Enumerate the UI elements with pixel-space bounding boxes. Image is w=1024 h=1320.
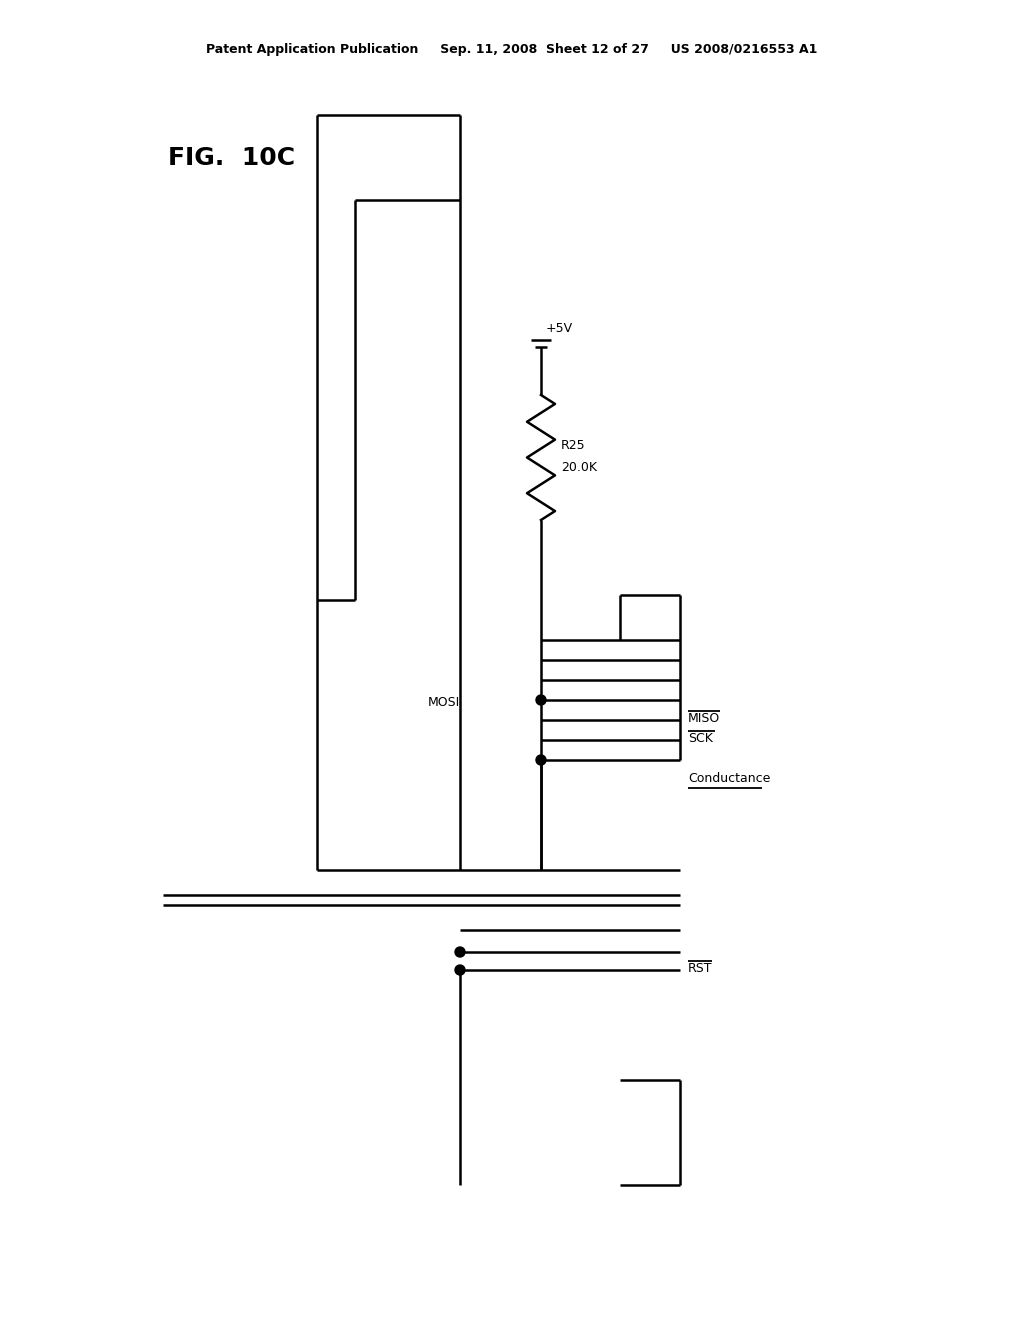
Circle shape: [455, 946, 465, 957]
Text: Conductance: Conductance: [688, 771, 770, 784]
Text: RST: RST: [688, 961, 713, 974]
Text: 20.0K: 20.0K: [561, 461, 597, 474]
Circle shape: [536, 755, 546, 766]
Text: Patent Application Publication     Sep. 11, 2008  Sheet 12 of 27     US 2008/021: Patent Application Publication Sep. 11, …: [206, 44, 818, 57]
Text: MOSI: MOSI: [428, 696, 460, 709]
Text: +5V: +5V: [546, 322, 573, 334]
Circle shape: [455, 965, 465, 975]
Text: FIG.  10C: FIG. 10C: [168, 147, 295, 170]
Text: SCK: SCK: [688, 731, 713, 744]
Text: R25: R25: [561, 440, 586, 451]
Circle shape: [536, 696, 546, 705]
Text: MISO: MISO: [688, 711, 720, 725]
